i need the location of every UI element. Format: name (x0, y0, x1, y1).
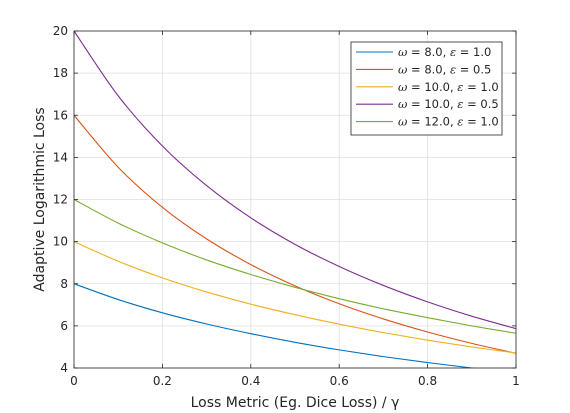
y-tick-label: 16 (53, 108, 68, 122)
series-line-3 (74, 241, 516, 354)
series-lines (74, 31, 516, 368)
y-tick-label: 8 (60, 277, 68, 291)
y-tick-label: 6 (60, 319, 68, 333)
legend: ω = 8.0, ε = 1.0 ω = 8.0, ε = 0.5 ω = 10.0… (350, 41, 503, 136)
x-axis-label: Loss Metric (Eg. Dice Loss) / γ (191, 395, 400, 411)
x-tick-label: 0.4 (241, 374, 260, 388)
legend-entry-4: ω = 10.0, ε = 0.5 (398, 97, 499, 111)
x-tick-label: 0.8 (418, 374, 437, 388)
series-line-1 (74, 283, 477, 368)
y-tick-label: 14 (53, 150, 68, 164)
legend-entry-2: ω = 8.0, ε = 0.5 (398, 62, 491, 76)
legend-entry-1: ω = 8.0, ε = 1.0 (398, 45, 491, 59)
axis-ticks (73, 30, 517, 369)
legend-entry-5: ω = 12.0, ε = 1.0 (398, 115, 499, 129)
x-tick-label: 0.2 (153, 374, 172, 388)
x-tick-label: 0.6 (330, 374, 349, 388)
x-tick-label: 1 (512, 374, 520, 388)
y-tick-label: 20 (53, 24, 68, 38)
x-tick-label: 0 (70, 374, 78, 388)
series-line-5 (74, 199, 516, 334)
legend-entry-3: ω = 10.0, ε = 1.0 (398, 80, 499, 94)
legend-box (350, 41, 503, 136)
series-line-2 (74, 114, 516, 354)
y-tick-label: 12 (53, 193, 68, 207)
series-line-4 (74, 31, 516, 330)
y-tick-label: 18 (53, 66, 68, 80)
y-tick-label: 4 (60, 361, 68, 375)
y-tick-label: 10 (53, 235, 68, 249)
y-axis-label: Adaptive Logarithmic Loss (32, 107, 48, 291)
